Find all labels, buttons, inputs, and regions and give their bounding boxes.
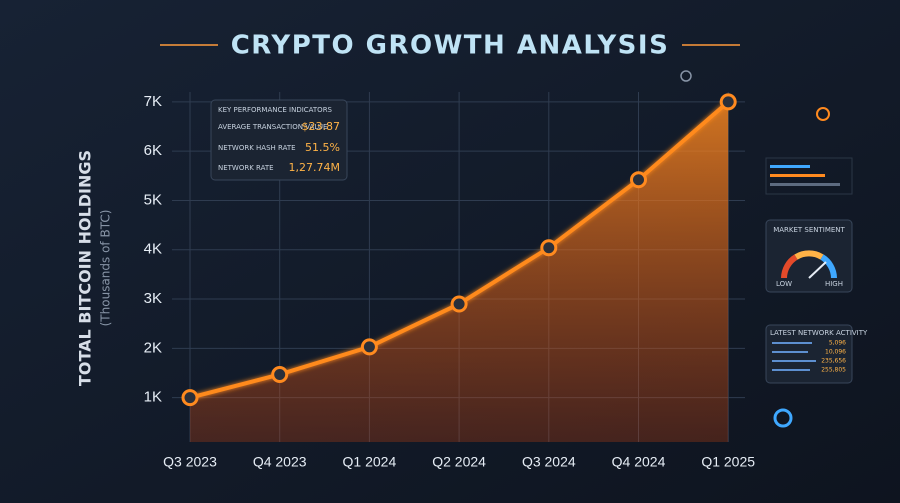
decor-bar (770, 165, 810, 168)
activity-value: 235,656 (821, 358, 846, 365)
gauge-low: LOW (776, 280, 792, 288)
point (360, 338, 378, 356)
x-tick-label: Q4 2023 (253, 454, 307, 470)
chart-title: CRYPTO GROWTH ANALYSIS (231, 31, 670, 61)
point (181, 389, 199, 407)
y-tick-label: 4K (144, 241, 162, 258)
kpi-value: 1,27.74M (289, 161, 340, 174)
x-tick-label: Q1 2024 (343, 454, 397, 470)
decor-frame (765, 157, 853, 195)
kpi-label: AVERAGE TRANSACTION VALUE (218, 123, 327, 131)
gauge-arc (794, 250, 824, 260)
point (450, 295, 468, 313)
decor-ring (773, 408, 793, 428)
x-tick-label: Q1 2025 (701, 454, 755, 470)
point (719, 93, 737, 111)
point (630, 171, 647, 189)
kpi-label: NETWORK RATE (218, 164, 274, 172)
point (271, 365, 289, 383)
gauge-high: HIGH (825, 280, 843, 288)
y-tick-label: 7K (144, 93, 162, 110)
y-axis-sublabel: (Thousands of BTC) (99, 210, 113, 327)
y-axis-label: TOTAL BITCOIN HOLDINGS (76, 150, 95, 386)
panel-title: KEY PERFORMANCE INDICATORS (218, 106, 333, 114)
activity-bar (772, 369, 810, 371)
y-tick-label: 2K (144, 339, 162, 356)
activity-value: 5,096 (829, 340, 846, 347)
activity-bar (772, 351, 808, 353)
panel-box (765, 324, 853, 384)
activity-panel: LATEST NETWORK ACTIVITY 5,096 10,096 235… (765, 324, 868, 384)
activity-value: 255,805 (821, 367, 846, 374)
y-tick-label: 1K (144, 389, 162, 406)
kpi-value: $23.87 (302, 120, 341, 133)
activity-bar (772, 360, 816, 362)
gauge-arc (820, 254, 837, 279)
gauge-arc (781, 254, 798, 279)
point (540, 239, 558, 257)
gauge-needle (808, 261, 827, 279)
panel-title: LATEST NETWORK ACTIVITY (770, 329, 868, 337)
kpi-label: NETWORK HASH RATE (218, 144, 296, 152)
y-tick-label: 5K (144, 191, 162, 208)
y-tick-label: 6K (144, 142, 162, 159)
decor-bars (765, 157, 853, 195)
x-tick-label: Q4 2024 (612, 454, 666, 470)
activity-bar (772, 342, 812, 344)
sentiment-panel: MARKET SENTIMENT LOW HIGH (765, 219, 853, 293)
decor-bar (770, 174, 825, 177)
decor-ring (816, 107, 830, 121)
x-tick-label: Q3 2024 (522, 454, 576, 470)
activity-value: 10,096 (825, 349, 846, 356)
area (190, 101, 729, 442)
decor-ring (680, 70, 692, 82)
panel-title: MARKET SENTIMENT (773, 226, 845, 234)
decor-bar (770, 183, 840, 186)
x-tick-label: Q2 2024 (432, 454, 486, 470)
y-tick-label: 3K (144, 290, 162, 307)
panel-box (210, 99, 348, 181)
kpi-panel: KEY PERFORMANCE INDICATORS AVERAGE TRANS… (210, 99, 348, 181)
kpi-value: 51.5% (305, 141, 340, 154)
x-tick-label: Q3 2023 (163, 454, 217, 470)
